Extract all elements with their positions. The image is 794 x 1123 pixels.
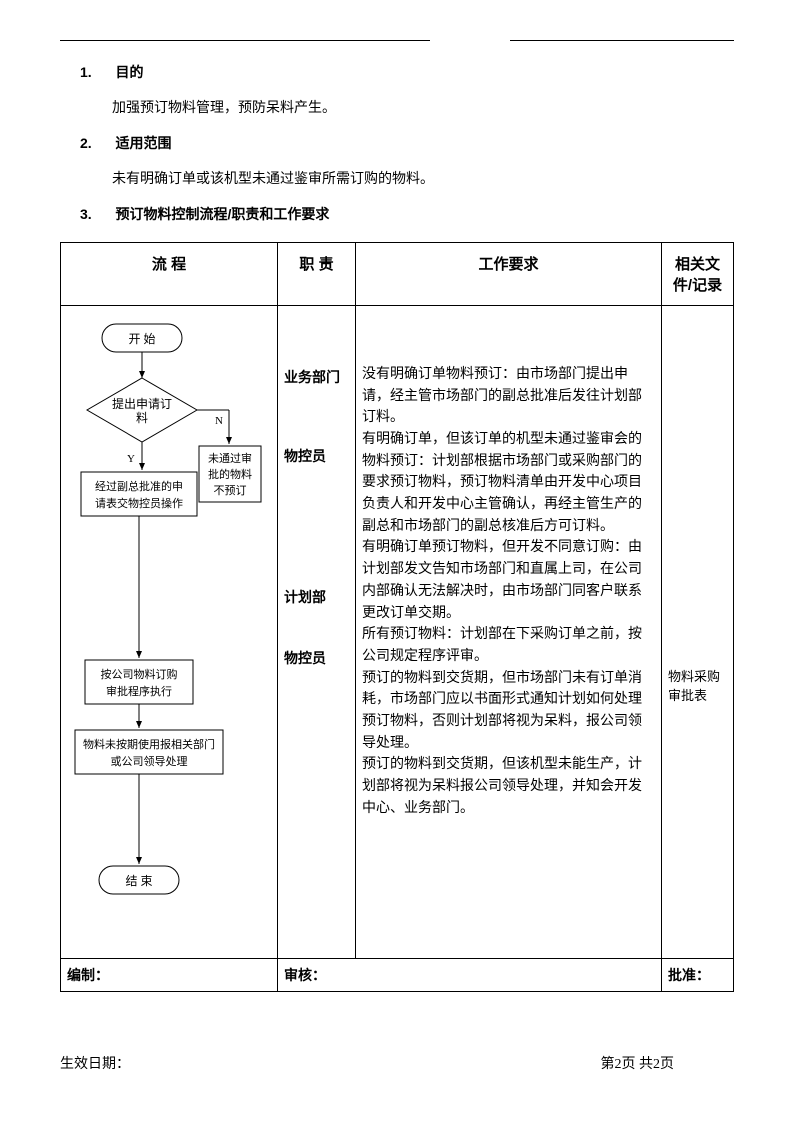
section-2-num: 2. [80,130,112,157]
resp-3: 计划部 [284,587,349,608]
resp-1: 业务部门 [284,367,349,388]
section-2-title: 适用范围 [116,135,172,151]
flow-exec-l1: 按公司物料订购 [101,667,178,681]
req-cell: 没有明确订单物料预订：由市场部门提出申请，经主管市场部门的副总批准后发往计划部订… [356,305,662,958]
th-doc: 相关文件/记录 [662,242,734,305]
doc-cell: 物料采购审批表 [662,305,734,958]
flow-decision-text1: 提出申请订 [112,396,172,411]
section-3-num: 3. [80,201,112,228]
section-2-heading: 2. 适用范围 [80,130,734,159]
req-p3: 有明确订单预订物料，但开发不同意订购：由计划部发文告知市场部门和直属上司，在公司… [362,537,655,624]
req-p2: 有明确订单，但该订单的机型未通过鉴审会的物料预订：计划部根据市场部门或采购部门的… [362,429,655,537]
section-1-num: 1. [80,59,112,86]
flow-decision-text2: 料 [136,411,148,425]
resp-2: 物控员 [284,446,349,467]
resp-4: 物控员 [284,648,349,669]
flow-approve-l2: 请表交物控员操作 [95,496,183,510]
sig-review: 审核： [278,958,662,991]
flow-start-text: 开 始 [128,332,155,346]
footer-effective: 生效日期： [60,1053,130,1073]
flowchart-cell: 开 始 提出申请订 料 N 未通过审 批的物料 不预订 Y [61,305,278,958]
table-header-row: 流 程 职 责 工作要求 相关文件/记录 [61,242,734,305]
flow-report-l1: 物料未按期使用报相关部门 [83,737,215,751]
th-resp: 职 责 [278,242,356,305]
flow-end-text: 结 束 [125,874,152,888]
flow-reject-l2: 批的物料 [208,467,252,481]
header-rule [60,40,734,41]
signature-row: 编制： 审核： 批准： [61,958,734,991]
section-1-body: 加强预订物料管理，预防呆料产生。 [112,96,734,123]
section-2-body: 未有明确订单或该机型未通过鉴审所需订购的物料。 [112,167,734,194]
th-flow: 流 程 [61,242,278,305]
section-3-title: 预订物料控制流程/职责和工作要求 [116,206,330,222]
th-req: 工作要求 [356,242,662,305]
req-p1: 没有明确订单物料预订：由市场部门提出申请，经主管市场部门的副总批准后发往计划部订… [362,364,655,429]
footer-pages: 第2页 共2页 [601,1053,675,1073]
section-1-heading: 1. 目的 [80,59,734,88]
doc-1: 物料采购审批表 [668,667,727,706]
flow-approve-l1: 经过副总批准的申 [95,479,183,493]
flow-reject-l3: 不预订 [214,484,247,497]
table-content-row: 开 始 提出申请订 料 N 未通过审 批的物料 不预订 Y [61,305,734,958]
flow-exec-l2: 审批程序执行 [106,684,172,698]
flow-n-label: N [215,415,223,427]
req-p5: 预订的物料到交货期，但市场部门未有订单消耗，市场部门应以书面形式通知计划如何处理… [362,668,655,755]
section-1-title: 目的 [116,64,144,80]
page-footer: 生效日期： 第2页 共2页 [60,1053,734,1073]
flow-report-l2: 或公司领导处理 [111,755,188,768]
main-table: 流 程 职 责 工作要求 相关文件/记录 开 始 提出申请订 料 [60,242,734,992]
section-3-heading: 3. 预订物料控制流程/职责和工作要求 [80,201,734,230]
req-p4: 所有预订物料：计划部在下采购订单之前，按公司规定程序评审。 [362,624,655,667]
sig-approve: 批准： [662,958,734,991]
flow-reject-l1: 未通过审 [208,451,252,465]
sig-compile: 编制： [61,958,278,991]
req-p6: 预订的物料到交货期，但该机型未能生产，计划部将视为呆料报公司领导处理，并知会开发… [362,754,655,819]
flowchart-svg: 开 始 提出申请订 料 N 未通过审 批的物料 不预订 Y [67,312,271,952]
flow-y-label: Y [127,453,135,465]
resp-cell: 业务部门 物控员 计划部 物控员 [278,305,356,958]
